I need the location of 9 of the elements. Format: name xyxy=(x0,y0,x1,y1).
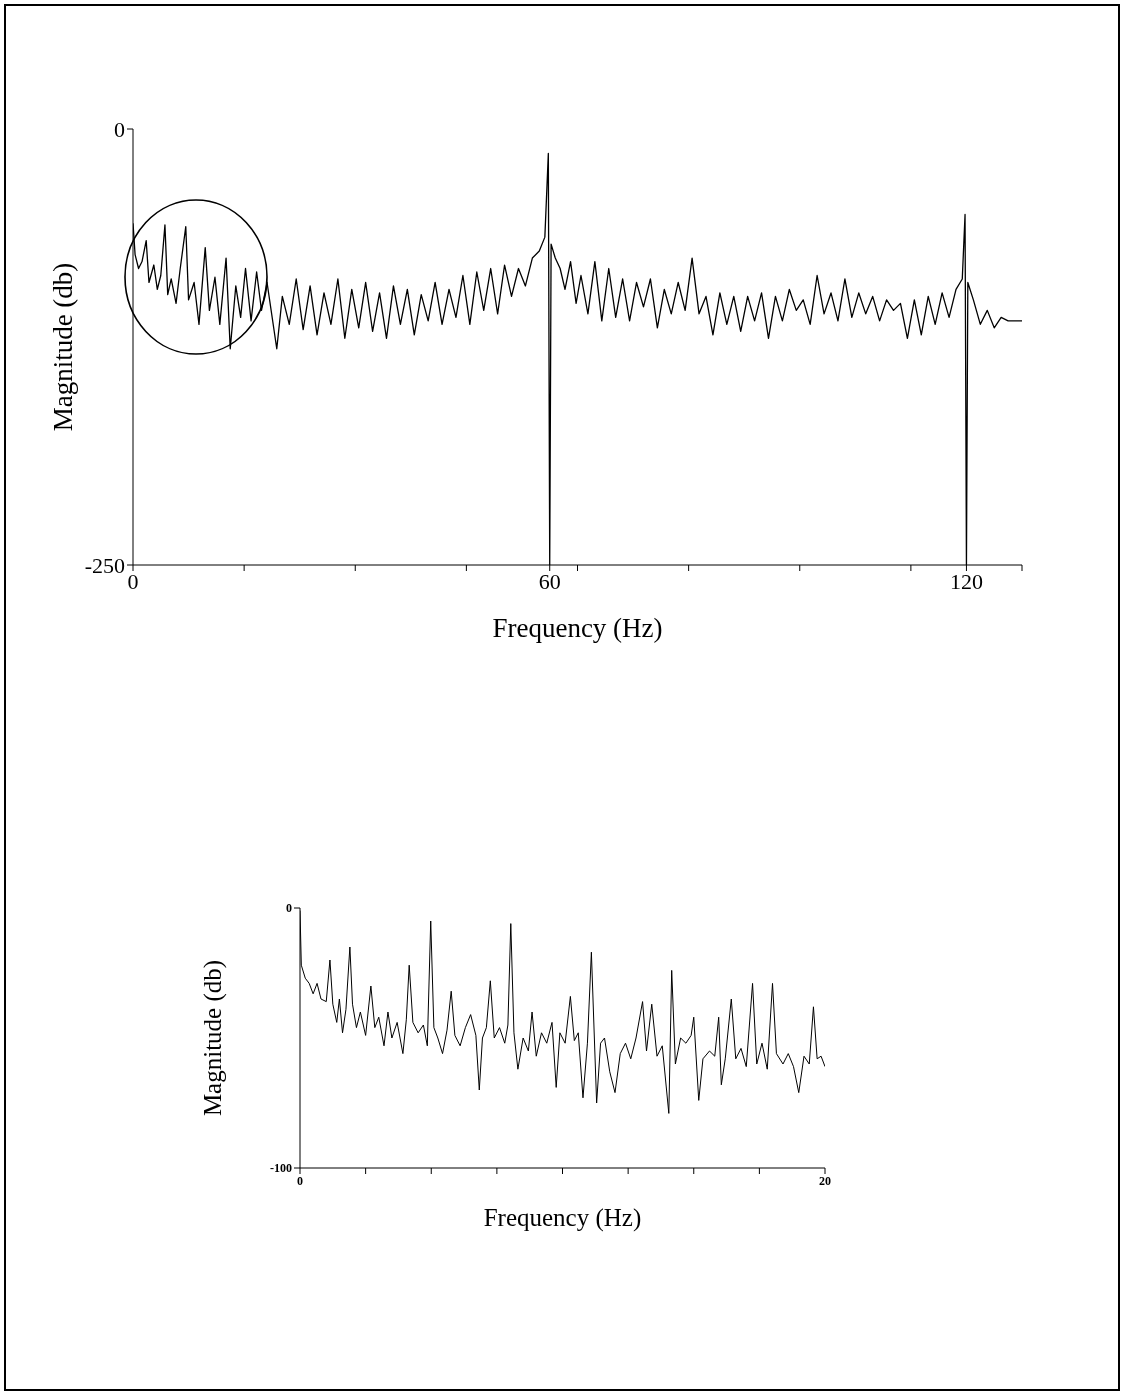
x-axis-title: Frequency (Hz) xyxy=(483,1204,642,1232)
y-axis-title: Magnitude (db) xyxy=(198,959,227,1117)
x-tick-label: 20 xyxy=(819,1173,831,1188)
y-axis-title: Magnitude (db) xyxy=(47,262,78,432)
x-tick-label: 120 xyxy=(949,568,983,594)
x-axis-title: Frequency (Hz) xyxy=(492,613,663,643)
y-tick-label: -250 xyxy=(84,552,125,578)
y-tick-label: -100 xyxy=(270,1161,292,1176)
x-tick-label: 60 xyxy=(538,568,561,594)
